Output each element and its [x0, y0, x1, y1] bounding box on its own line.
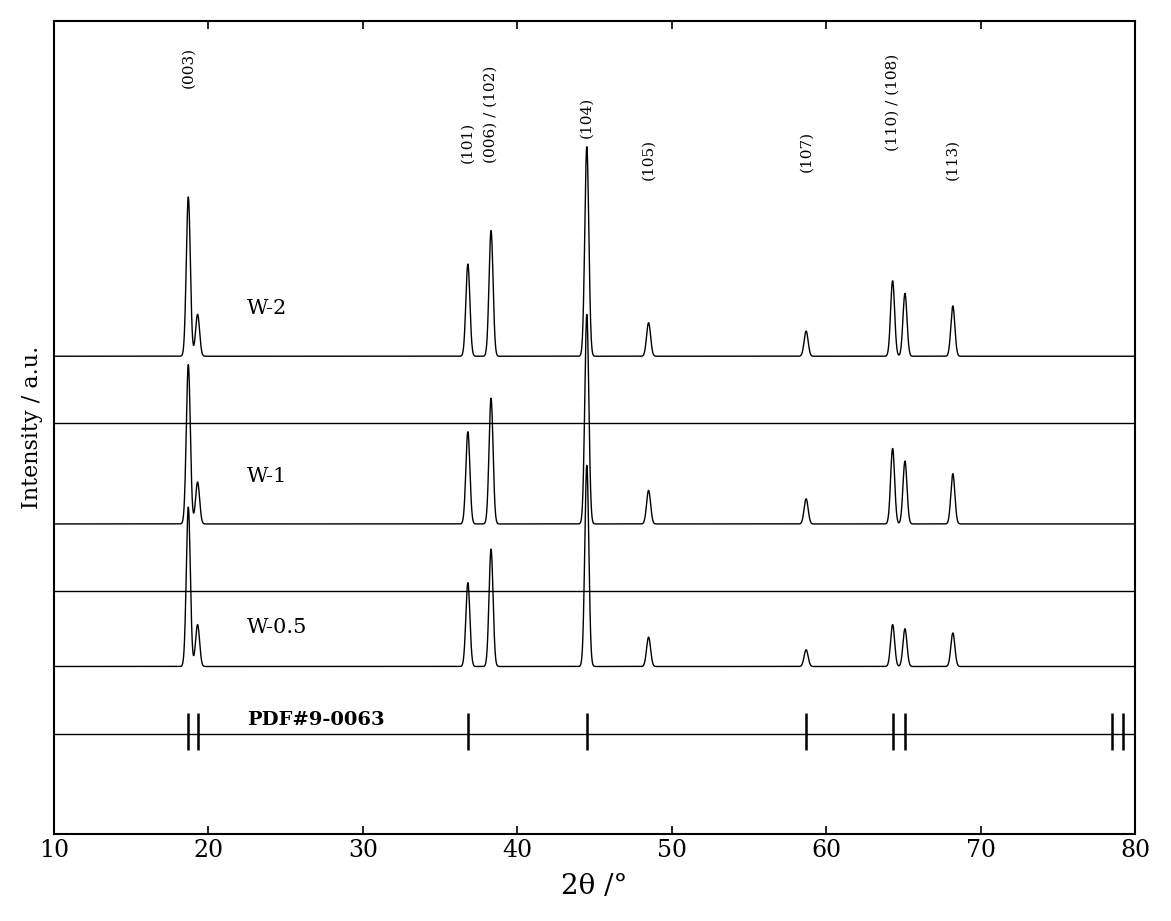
Text: (101): (101) [461, 122, 475, 163]
Text: W-1: W-1 [247, 467, 287, 486]
Text: W-2: W-2 [247, 299, 287, 319]
Y-axis label: Intensity / a.u.: Intensity / a.u. [21, 346, 43, 509]
X-axis label: 2θ /°: 2θ /° [561, 873, 628, 900]
Text: (006) / (102): (006) / (102) [484, 66, 498, 163]
Text: W-0.5: W-0.5 [247, 618, 307, 637]
Text: (107): (107) [799, 131, 813, 171]
Text: (003): (003) [182, 47, 196, 87]
Text: PDF#9-0063: PDF#9-0063 [247, 711, 384, 729]
Text: (113): (113) [946, 139, 960, 181]
Text: (105): (105) [642, 139, 656, 181]
Text: (104): (104) [580, 97, 594, 138]
Text: (110) / (108): (110) / (108) [885, 53, 899, 151]
